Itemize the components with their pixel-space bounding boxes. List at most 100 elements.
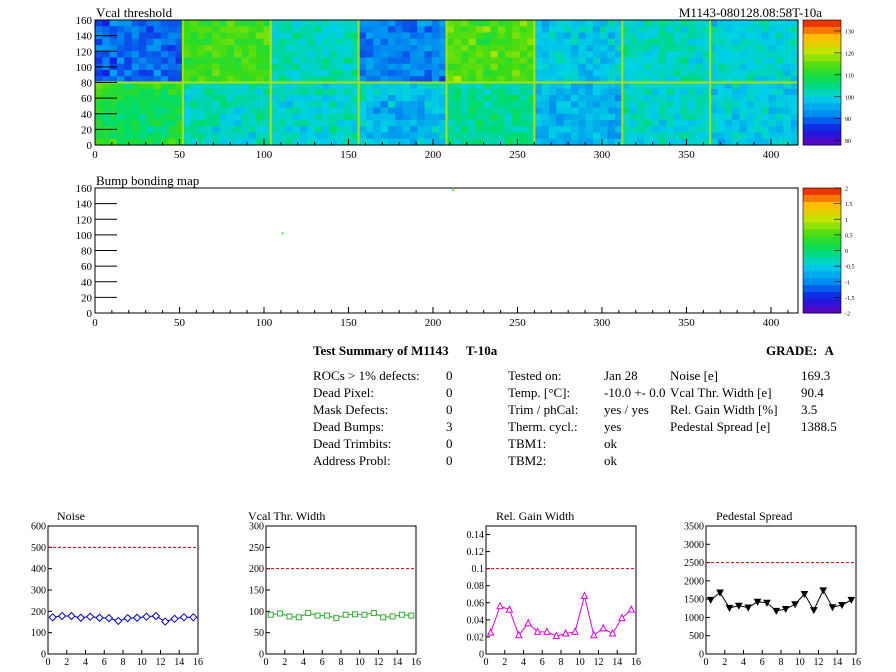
map-cell [570, 113, 579, 121]
data-point [398, 611, 405, 618]
map-cell [658, 88, 667, 96]
map-cell [146, 101, 155, 109]
map-cell [651, 76, 660, 84]
map-cell [358, 126, 367, 134]
map-cell [483, 88, 492, 96]
map-cell [307, 57, 316, 65]
map-cell [329, 120, 338, 127]
map-cell [160, 51, 169, 59]
map-cell [570, 57, 579, 65]
map-cell [373, 51, 382, 59]
map-cell [263, 88, 272, 96]
map-cell [754, 107, 762, 115]
map-cell [241, 88, 250, 96]
map-cell [417, 76, 426, 84]
map-cell [739, 95, 748, 102]
map-cell [343, 57, 352, 65]
map-cell [314, 70, 323, 77]
map-cell [783, 70, 792, 77]
map-cell [300, 51, 308, 59]
map-cell [790, 57, 799, 65]
map-cell [468, 107, 477, 115]
map-cell [343, 38, 352, 46]
map-cell [527, 76, 535, 84]
map-cell [124, 26, 133, 34]
map-cell [541, 107, 550, 115]
x-tick-label: 2 [502, 657, 507, 668]
map-cell [607, 26, 616, 34]
map-cell [285, 82, 294, 90]
map-cell [717, 138, 726, 146]
data-point [571, 627, 579, 635]
map-cell [116, 57, 125, 65]
map-cell [534, 132, 543, 140]
map-cell [322, 20, 330, 27]
map-cell [439, 51, 448, 59]
scale-band [803, 33, 841, 42]
map-cell [307, 120, 316, 127]
map-cell [263, 113, 272, 121]
map-cell [373, 63, 382, 71]
map-cell [673, 120, 682, 127]
x-tick-label: 16 [411, 657, 421, 668]
map-cell [234, 51, 243, 59]
chart-title-noise: Noise [57, 509, 85, 523]
data-point [67, 611, 76, 621]
map-cell [124, 126, 133, 134]
map-cell [622, 107, 631, 115]
x-tick-label: 400 [763, 149, 780, 161]
map-cell [124, 120, 133, 127]
map-cell [461, 32, 470, 40]
map-cell [424, 63, 433, 71]
map-cell [570, 120, 579, 127]
map-cell [116, 101, 125, 109]
map-cell [153, 138, 162, 146]
map-cell [614, 95, 623, 102]
map-cell [124, 82, 133, 90]
chart-frame [705, 525, 857, 655]
map-cell [461, 45, 470, 52]
map-cell [505, 20, 514, 27]
map-cell [497, 95, 506, 102]
map-cell [497, 88, 506, 96]
map-cell [300, 107, 308, 115]
map-cell [483, 101, 492, 109]
map-cell [717, 63, 726, 71]
map-cell [351, 88, 360, 96]
scale-tick-label: 110 [845, 73, 854, 79]
map-cell [754, 32, 762, 40]
map-cell [248, 57, 257, 65]
chart-frame [47, 525, 199, 655]
data-point [580, 591, 589, 599]
map-cell [212, 88, 221, 96]
map-cell [270, 82, 279, 90]
map-cell [490, 63, 499, 71]
map-cell [219, 32, 228, 40]
map-cell [490, 20, 499, 27]
y-tick-label: 500 [31, 543, 46, 554]
map-cell [131, 126, 140, 134]
map-cell [578, 20, 587, 27]
map-cell [688, 76, 697, 84]
map-cell [322, 88, 330, 96]
map-cell [475, 63, 484, 71]
map-cell [556, 51, 565, 59]
map-cell [732, 70, 741, 77]
map-cell [365, 57, 374, 65]
map-cell [717, 101, 726, 109]
map-cell [556, 26, 565, 34]
map-cell [373, 76, 382, 84]
data-point [352, 611, 359, 618]
map-cell [241, 138, 250, 146]
map-cell [263, 101, 272, 109]
map-cell [475, 51, 484, 59]
map-cell [241, 32, 250, 40]
map-cell [124, 20, 133, 27]
map-cell [578, 113, 587, 121]
map-cell [263, 45, 272, 52]
map-title-vcal: Vcal threshold [96, 5, 173, 20]
map-cell [636, 113, 645, 121]
data-point [599, 623, 607, 632]
map-cell [439, 63, 448, 71]
module-id: M1143-080128.08:58T-10a [678, 5, 822, 20]
